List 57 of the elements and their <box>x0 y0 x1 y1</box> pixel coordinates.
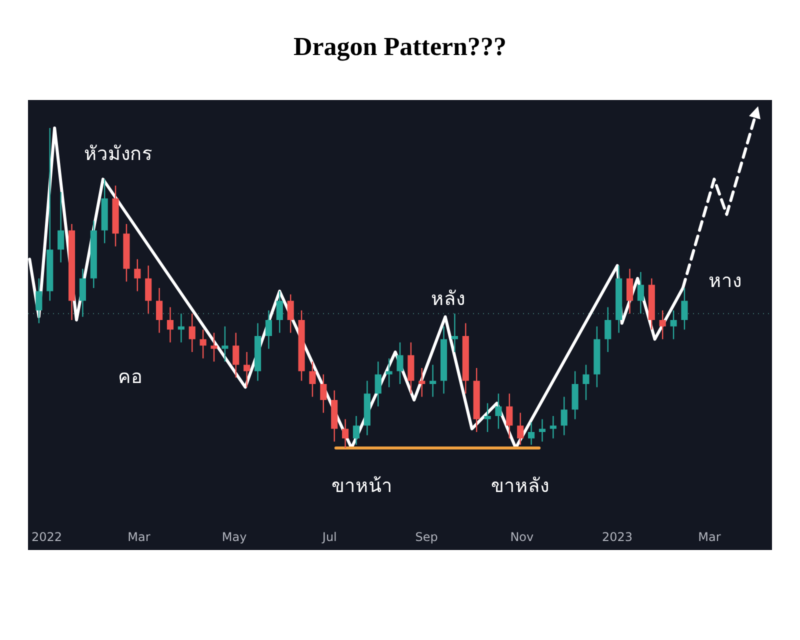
candlestick <box>484 402 491 433</box>
candlestick <box>418 367 426 398</box>
annotation: หาง <box>708 270 742 292</box>
candlestick <box>506 393 513 439</box>
candlestick <box>210 332 218 362</box>
candlestick <box>222 326 228 362</box>
candlestick <box>396 342 404 385</box>
candlestick <box>200 329 206 359</box>
candlestick <box>79 268 86 318</box>
annotation: หลัง <box>431 288 465 310</box>
candlestick <box>287 294 294 334</box>
candlestick <box>352 415 360 446</box>
candlestick <box>145 265 152 314</box>
candlestick <box>36 278 42 324</box>
candlestick <box>517 412 524 446</box>
candlestick <box>560 396 568 436</box>
x-tick-label: Sep <box>415 530 438 544</box>
candlestick <box>166 306 174 343</box>
candlestick <box>637 271 644 314</box>
candlestick <box>659 310 666 340</box>
candlestick <box>276 290 283 334</box>
candlestick <box>134 258 141 292</box>
annotation: หัวมังกร <box>84 143 152 165</box>
candlestick <box>495 393 502 430</box>
candlestick <box>232 332 240 378</box>
candlestick <box>188 313 196 353</box>
candlestick <box>265 310 272 350</box>
candlestick <box>528 422 535 446</box>
chart-title: Dragon Pattern??? <box>293 32 507 61</box>
candlestick <box>309 361 316 398</box>
candlestick <box>320 374 327 414</box>
candlestick <box>670 310 677 340</box>
x-tick-label: Jul <box>321 530 337 544</box>
candlestick <box>342 418 349 449</box>
x-tick-label: 2023 <box>602 530 633 544</box>
candlestick <box>582 364 590 401</box>
candlestick <box>178 313 184 343</box>
candlestick <box>244 351 250 388</box>
candlestick <box>451 313 458 353</box>
candlestick <box>386 358 392 388</box>
candlestick <box>681 287 688 330</box>
candlestick <box>538 418 546 442</box>
x-tick-label: 2022 <box>31 530 62 544</box>
text: ขาหน้า <box>332 475 392 497</box>
candlestick <box>550 415 556 439</box>
annotation: คอ <box>118 366 142 388</box>
candlestick <box>626 268 634 314</box>
x-tick-label: Nov <box>510 530 534 544</box>
x-tick-label: Mar <box>128 530 150 544</box>
candlestick <box>604 306 612 353</box>
candlestick <box>430 364 436 398</box>
candlestick <box>156 287 163 334</box>
text: ขาหลัง <box>491 475 549 497</box>
candlestick <box>374 361 382 407</box>
x-tick-label: May <box>222 530 247 544</box>
x-tick-label: Mar <box>698 530 721 544</box>
candlestick <box>58 191 64 263</box>
